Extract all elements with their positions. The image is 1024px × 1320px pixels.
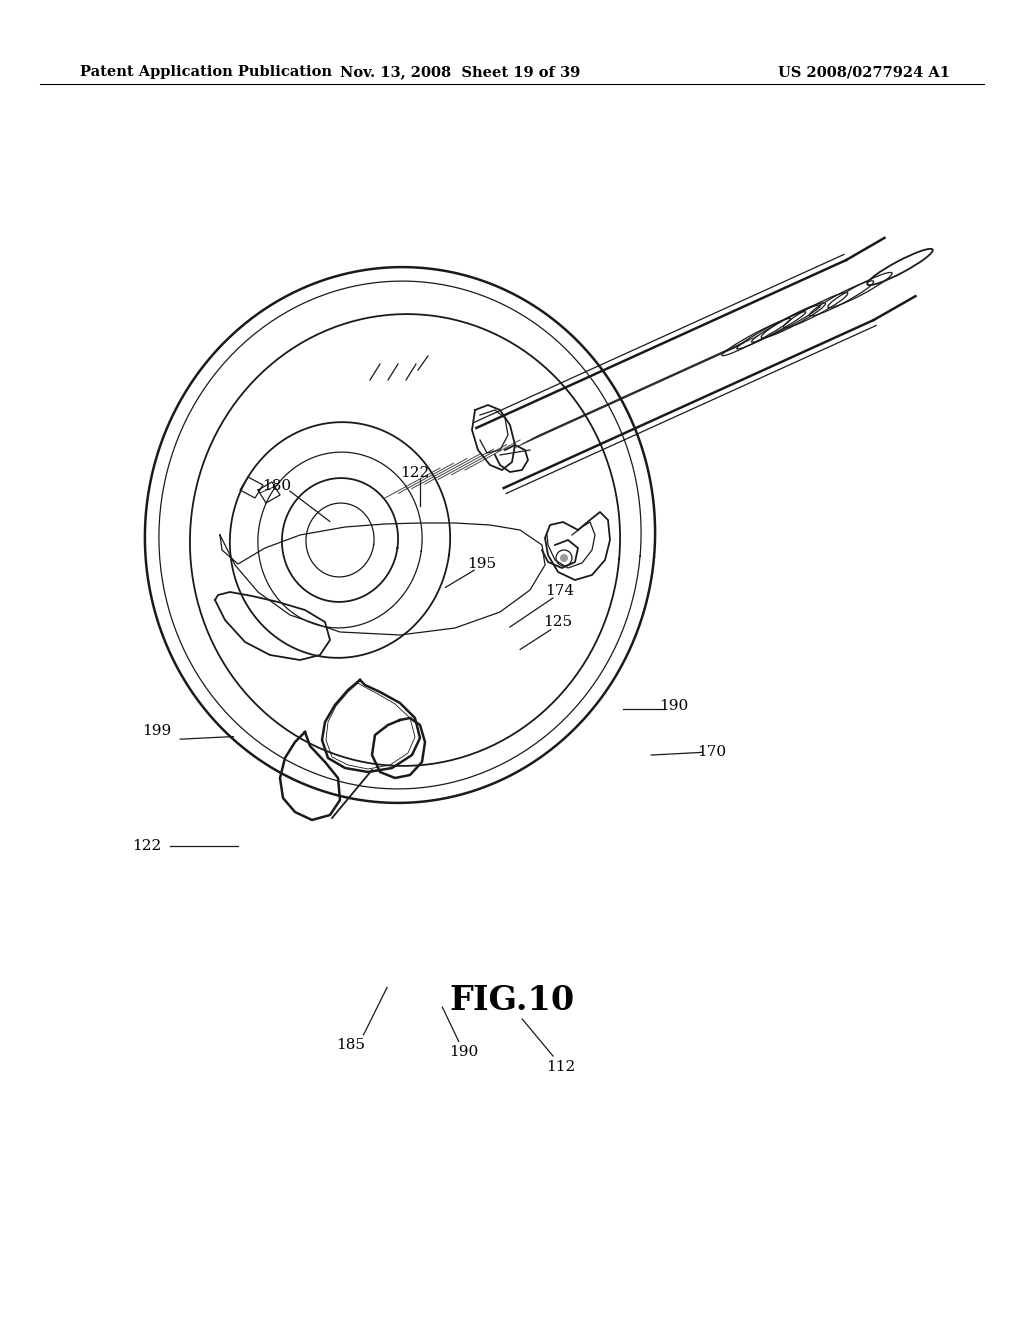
Text: 174: 174 (546, 585, 574, 598)
Text: 170: 170 (697, 746, 726, 759)
Text: Patent Application Publication: Patent Application Publication (80, 65, 332, 79)
Text: 122: 122 (400, 466, 429, 479)
Text: 199: 199 (142, 725, 171, 738)
Text: 190: 190 (659, 700, 688, 713)
Text: Nov. 13, 2008  Sheet 19 of 39: Nov. 13, 2008 Sheet 19 of 39 (340, 65, 581, 79)
Text: 112: 112 (547, 1060, 575, 1073)
Text: 190: 190 (450, 1045, 478, 1059)
Text: 185: 185 (336, 1039, 365, 1052)
Text: FIG.10: FIG.10 (450, 983, 574, 1016)
Circle shape (560, 554, 568, 562)
Text: US 2008/0277924 A1: US 2008/0277924 A1 (778, 65, 950, 79)
Text: 180: 180 (262, 479, 291, 492)
Text: 125: 125 (544, 615, 572, 628)
Text: 122: 122 (132, 840, 161, 853)
Text: 195: 195 (467, 557, 496, 570)
